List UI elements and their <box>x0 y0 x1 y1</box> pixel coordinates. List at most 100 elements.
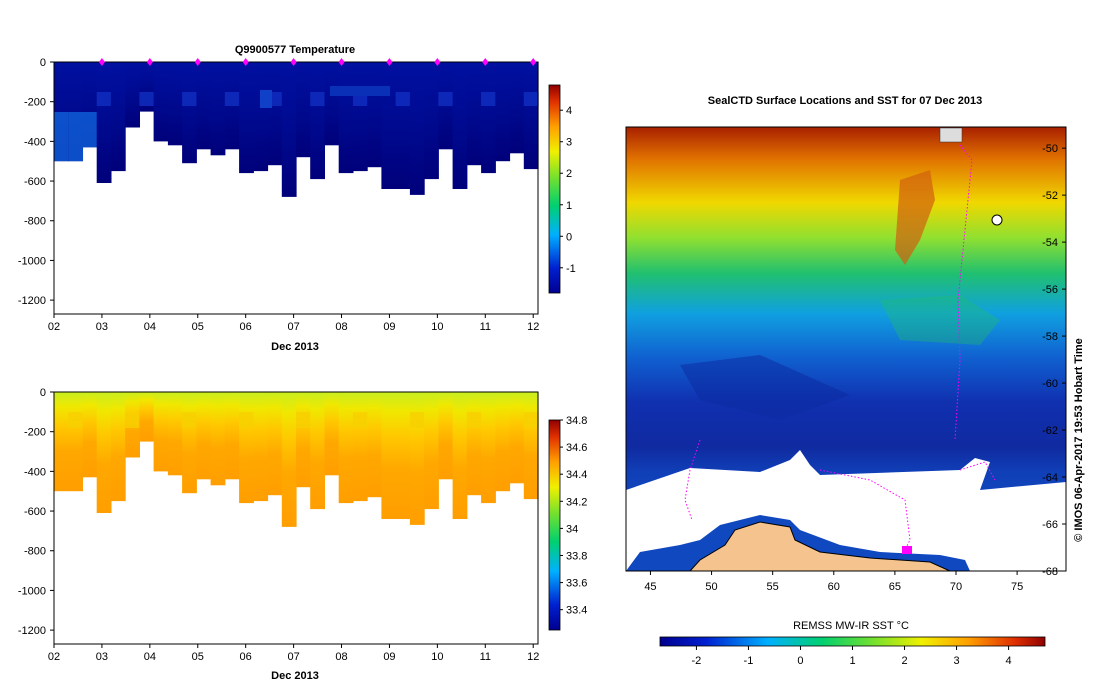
temperature-colorbar-ticks: 4 3 2 1 0 -1 <box>560 105 576 275</box>
colorbar-tick-label: 3 <box>566 137 572 149</box>
cold-layer <box>54 112 69 162</box>
profile-column <box>54 392 69 492</box>
salinity-y-axis: 0 -200 -400 -600 -800 -1000 -1200 <box>18 387 54 637</box>
profile-column <box>182 62 197 164</box>
salinity-colorbar <box>548 419 561 631</box>
profile-column <box>367 392 382 498</box>
lat-tick-label: -54 <box>1042 237 1058 249</box>
temperature-y-axis: 0 -200 -400 -600 -800 -1000 -1200 <box>18 57 54 307</box>
x-tick-label: 12 <box>527 321 539 333</box>
profile-column <box>281 62 297 197</box>
profile-column <box>224 392 240 480</box>
colorbar-tick-label: -1 <box>566 263 576 275</box>
x-tick-label: 11 <box>480 321 491 333</box>
profile-column <box>481 392 496 504</box>
profile-marker <box>194 58 201 66</box>
profile-marker <box>146 58 153 66</box>
y-tick-label: -600 <box>24 506 46 518</box>
profile-column <box>239 62 254 174</box>
profile-column <box>267 392 283 496</box>
profile-column <box>182 392 197 494</box>
profile-column <box>381 392 397 519</box>
warm-layer <box>523 92 539 106</box>
sst-colorbar-tick-label: 2 <box>901 655 907 667</box>
colorbar-tick-label: 34.2 <box>566 496 587 508</box>
profile-marker <box>338 58 345 66</box>
sst-colorbar-tick-label: -2 <box>692 655 702 667</box>
y-tick-label: -400 <box>24 136 46 148</box>
lon-tick-label: 75 <box>1011 581 1023 593</box>
y-tick-label: -400 <box>24 466 46 478</box>
salinity-layer <box>409 412 425 428</box>
profile-column <box>167 62 183 146</box>
profile-column <box>466 62 482 166</box>
lon-tick-label: 55 <box>767 581 779 593</box>
salinity-x-label: Dec 2013 <box>271 670 319 682</box>
temperature-section-panel: Q9900577 Temperature 0 -200 -400 -600 -800 -1… <box>18 44 576 353</box>
lon-tick-label: 60 <box>828 581 840 593</box>
salinity-section-panel: 0 -200 -400 -600 -800 -1000 -1200 02 03 04 05 06 07… <box>18 387 588 682</box>
profile-column <box>239 392 254 504</box>
profile-marker <box>482 58 489 66</box>
profile-column <box>96 62 112 183</box>
temperature-panel-title: Q9900577 Temperature <box>235 44 355 56</box>
profile-column <box>452 392 468 519</box>
lat-tick-label: -58 <box>1042 331 1058 343</box>
profile-markers <box>98 58 537 66</box>
y-tick-label: -800 <box>24 216 46 228</box>
x-tick-label: 06 <box>240 651 252 663</box>
profile-column <box>523 62 539 170</box>
lon-tick-label: 70 <box>950 581 962 593</box>
salinity-x-axis: 02 03 04 05 06 07 08 09 10 11 12 <box>48 644 539 663</box>
profile-column <box>96 392 112 513</box>
profile-column <box>409 62 425 195</box>
profile-column <box>68 392 83 492</box>
salinity-layer <box>239 412 254 428</box>
warm-layer <box>139 92 155 106</box>
profile-column <box>110 392 126 502</box>
profile-column <box>424 62 439 180</box>
cold-layer <box>82 112 98 148</box>
colorbar-tick-label: 33.8 <box>566 550 587 562</box>
warm-layer <box>310 92 326 106</box>
sst-colorbar-tick-label: 4 <box>1006 655 1012 667</box>
profile-marker <box>530 58 537 66</box>
salinity-plot-frame <box>53 391 539 645</box>
colorbar-tick-label: 34.6 <box>566 442 587 454</box>
salinity-layer <box>296 412 311 428</box>
y-tick-label: -1200 <box>18 625 46 637</box>
profile-column <box>310 392 325 510</box>
profile-column <box>495 62 511 162</box>
sst-colorbar-label: REMSS MW-IR SST °C <box>793 620 909 632</box>
colorbar-tick-label: 4 <box>566 105 572 117</box>
y-tick-label: -600 <box>24 176 46 188</box>
sst-colorbar-tick-label: 0 <box>797 655 803 667</box>
y-tick-label: -800 <box>24 546 46 558</box>
sst-colorbar-tick-label: 1 <box>849 655 855 667</box>
x-tick-label: 02 <box>48 321 60 333</box>
x-tick-label: 08 <box>335 321 347 333</box>
x-tick-label: 09 <box>383 651 395 663</box>
profile-column <box>338 392 354 504</box>
profile-column <box>281 392 297 527</box>
profile-column <box>167 392 183 476</box>
lon-tick-label: 45 <box>644 581 656 593</box>
seal-track <box>684 439 701 521</box>
map-longitude-axis: 45 50 55 60 65 70 75 <box>644 571 1023 593</box>
profile-column <box>110 62 126 172</box>
warm-layer <box>224 92 240 106</box>
seal-track <box>819 469 911 551</box>
profile-marker <box>98 58 105 66</box>
colorbar-tick-label: 34 <box>566 523 578 535</box>
profile-marker <box>290 58 297 66</box>
seal-surface-location <box>902 546 912 554</box>
profile-column <box>452 62 468 189</box>
y-tick-label: -1000 <box>18 585 46 597</box>
lat-tick-label: -52 <box>1042 190 1058 202</box>
lat-tick-label: -66 <box>1042 519 1058 531</box>
x-tick-label: 04 <box>144 651 156 663</box>
profile-column <box>253 392 269 502</box>
profile-column <box>310 62 325 180</box>
credit-text: © IMOS 06-Apr-2017 19:53 Hobart Time <box>1073 338 1085 542</box>
